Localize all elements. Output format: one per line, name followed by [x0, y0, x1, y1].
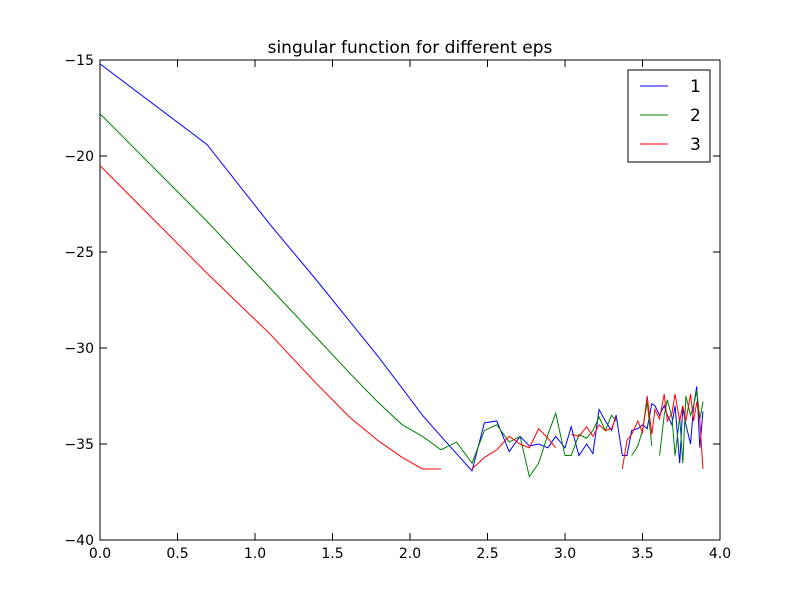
chart-title: singular function for different eps	[268, 38, 553, 58]
x-tick-label: 0.5	[166, 546, 188, 562]
ticks-layer: 0.0 0.5 1.0 1.5 2.0 2.5 3.0 3.5 4.0 −40 −35 −30 −25 −…	[64, 53, 731, 562]
series-3-line-segment-1	[99, 165, 441, 470]
legend-label-3: 3	[690, 135, 701, 155]
plot-area	[99, 59, 721, 541]
x-tick-label: 3.0	[554, 546, 576, 562]
y-tick-label: −30	[64, 341, 94, 357]
x-tick-label: 2.5	[476, 546, 498, 562]
series-3	[99, 165, 704, 470]
series-3-line-segment-3	[571, 416, 617, 438]
legend-label-1: 1	[690, 77, 701, 97]
legend-label-2: 2	[690, 106, 701, 126]
legend-frame	[627, 69, 711, 163]
y-tick-label: −15	[64, 53, 94, 69]
x-tick-label: 4.0	[709, 546, 731, 562]
series-1-line-segment-1	[99, 63, 704, 472]
x-tick-label: 3.5	[631, 546, 653, 562]
y-tick-label: −35	[64, 437, 94, 453]
y-tick-label: −25	[64, 245, 94, 261]
series-2-line-segment-1	[99, 113, 617, 478]
series-2-line-segment-3	[659, 390, 704, 464]
x-tick-label: 1.0	[244, 546, 266, 562]
series-3-line-segment-2	[471, 427, 557, 470]
legend: 1 2 3	[627, 69, 711, 163]
x-tick-label: 2.0	[399, 546, 421, 562]
y-tick-label: −20	[64, 149, 94, 165]
y-tick-label: −40	[64, 533, 94, 549]
plot-frame	[99, 59, 721, 541]
series-layer	[99, 63, 704, 478]
series-3-line-segment-4	[621, 393, 704, 470]
x-tick-label: 1.5	[321, 546, 343, 562]
series-1	[99, 63, 704, 472]
x-tick-label: 0.0	[89, 546, 111, 562]
